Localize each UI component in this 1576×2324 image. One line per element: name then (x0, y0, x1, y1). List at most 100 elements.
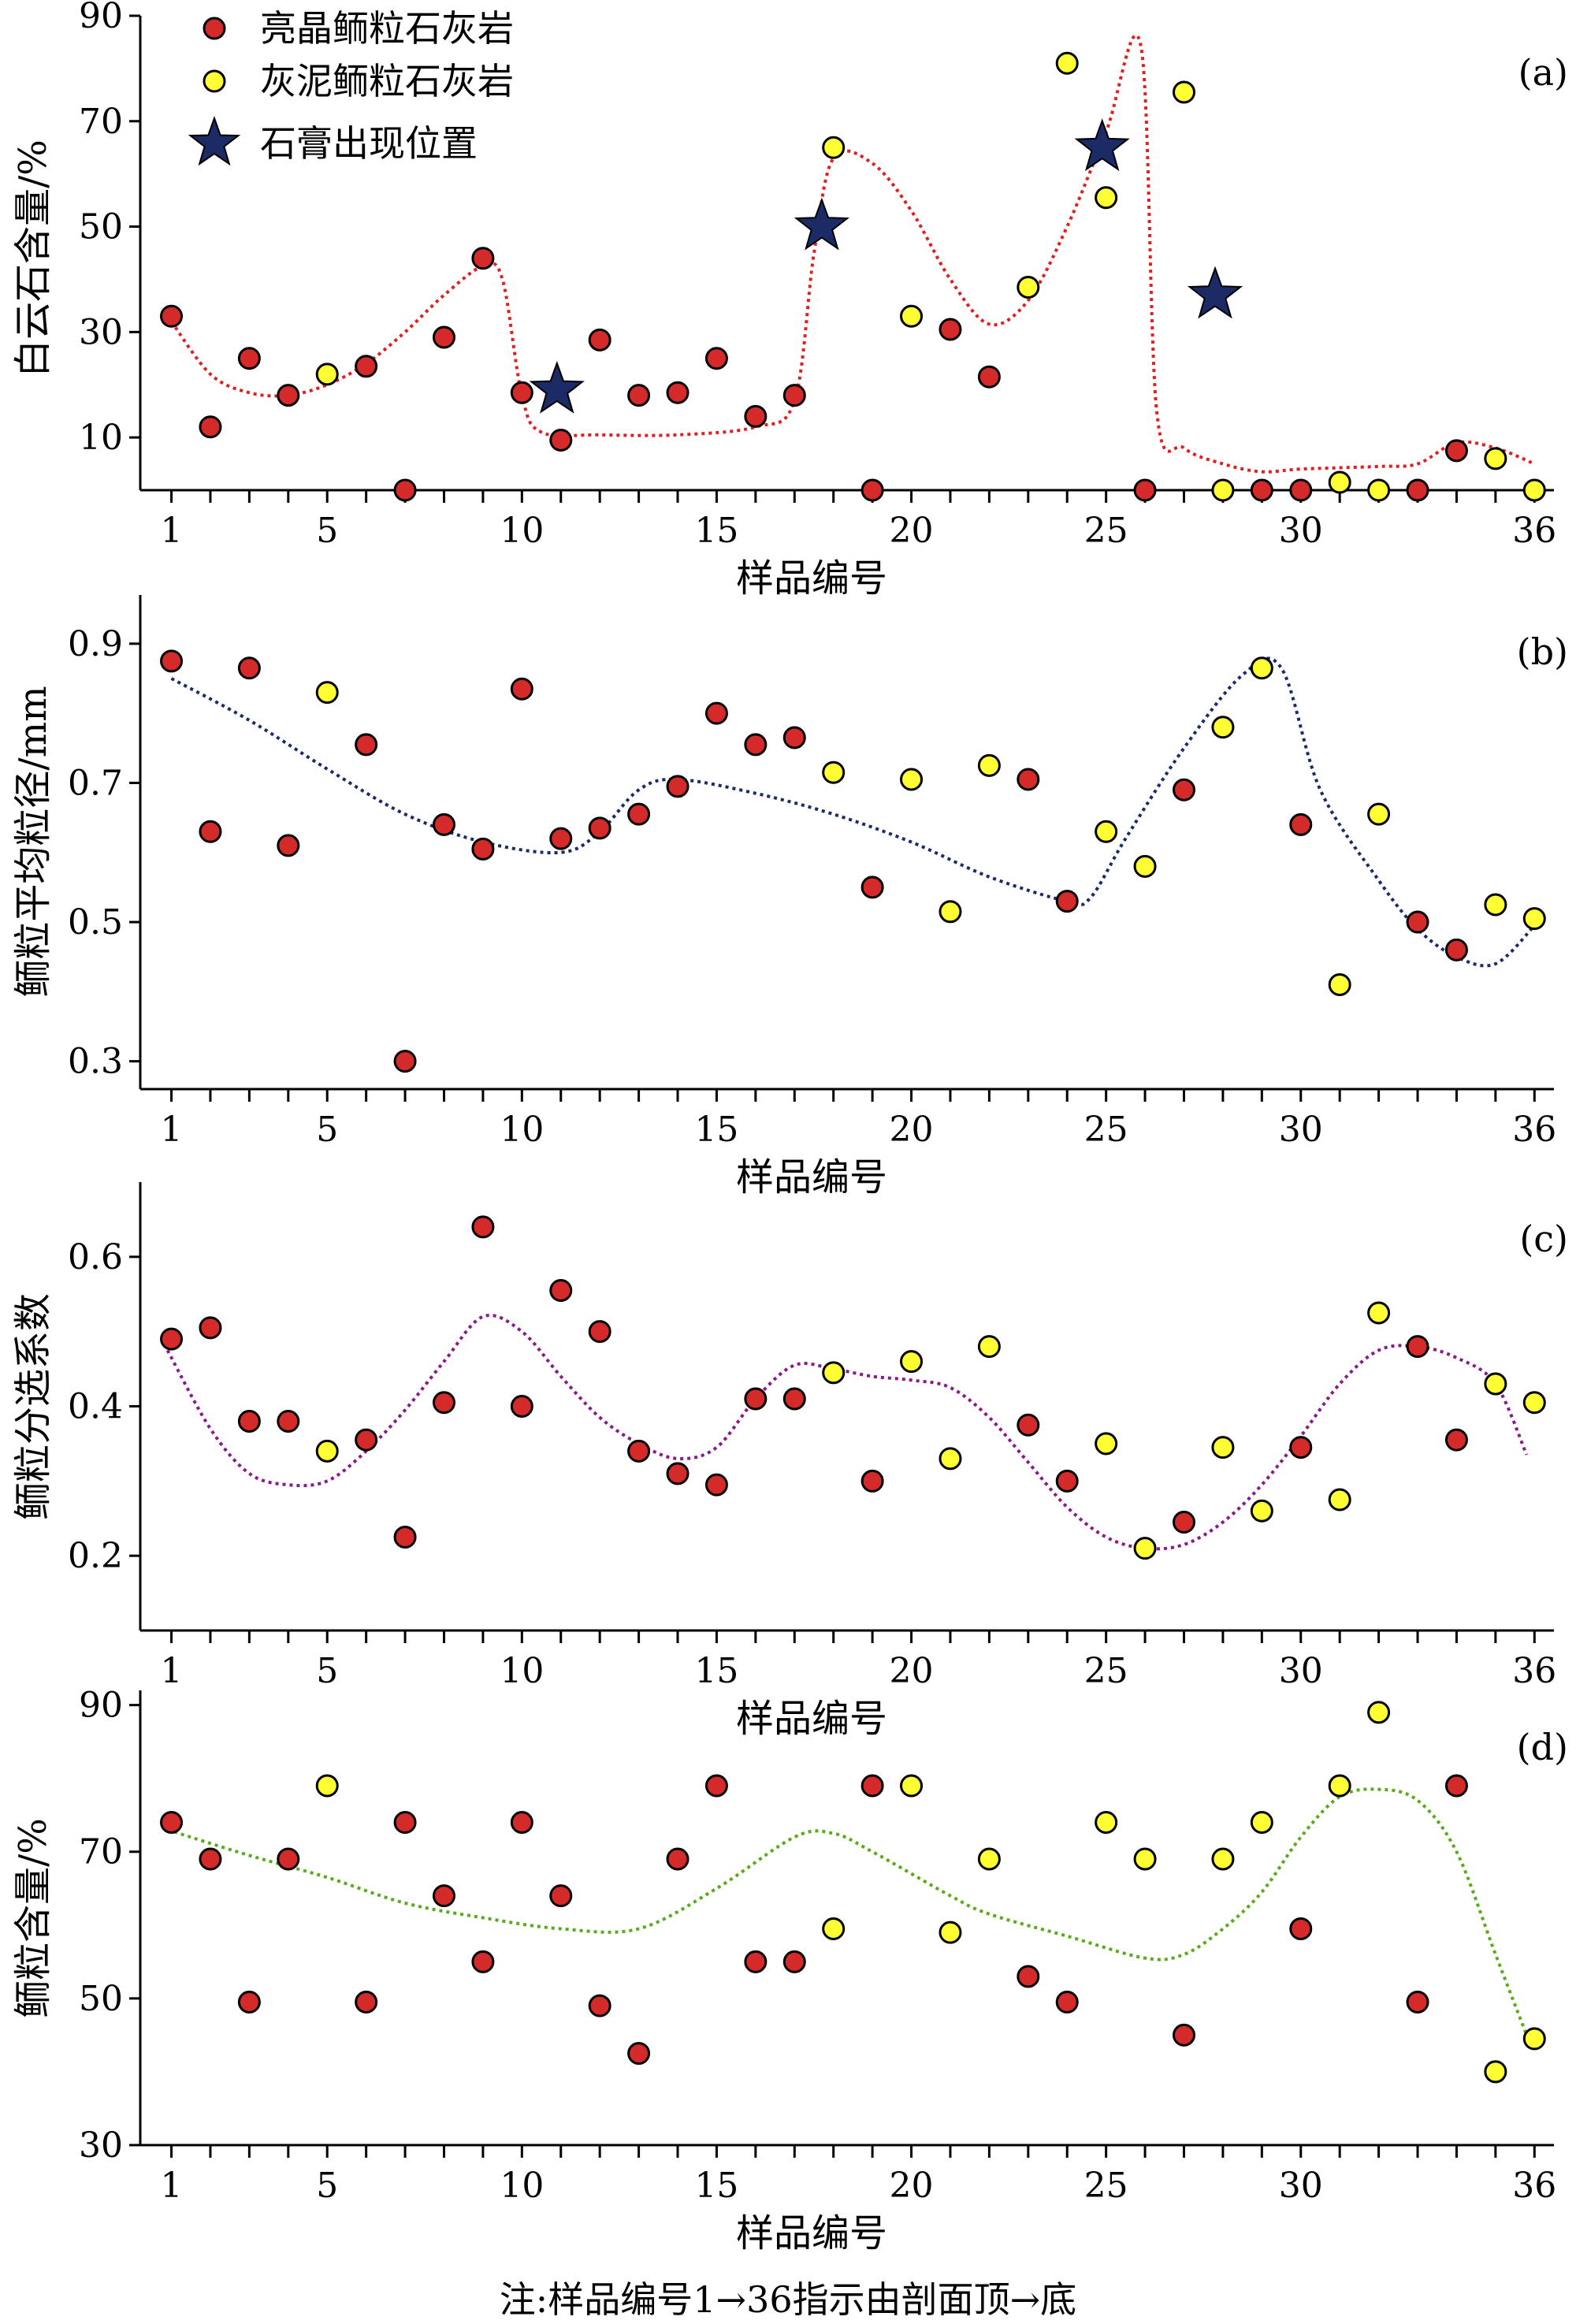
spar-oolite-point (510, 1395, 533, 1418)
y-tick-label: 90 (79, 1686, 123, 1726)
spar-oolite-point (237, 1409, 261, 1433)
micrite-oolite-point (1328, 973, 1351, 997)
spar-oolite-point (549, 1279, 573, 1303)
x-tick-label: 36 (1512, 1651, 1556, 1691)
spar-oolite-point (1055, 1991, 1079, 2014)
x-axis-label: 样品编号 (736, 1697, 887, 1741)
panel-label: (b) (1517, 630, 1568, 673)
spar-oolite-point (704, 347, 728, 370)
spar-oolite-point (782, 384, 806, 407)
spar-oolite-point (704, 1774, 728, 1798)
x-tick-label: 5 (316, 1651, 338, 1691)
micrite-oolite-point (1328, 1774, 1351, 1798)
x-tick-label: 25 (1084, 2166, 1128, 2206)
micrite-oolite-point (1133, 854, 1157, 878)
x-tick-label: 10 (500, 1110, 544, 1150)
spar-oolite-point (1444, 938, 1468, 961)
x-tick-label: 1 (161, 2166, 183, 2206)
legend-label: 石膏出现位置 (260, 122, 478, 165)
trend-line (166, 1787, 1529, 2036)
legend-circle-icon (203, 17, 226, 40)
footnote: 注:样品编号1→36指示由剖面顶→底 (500, 2278, 1076, 2321)
spar-oolite-point (237, 1991, 261, 2014)
y-tick-label: 10 (79, 418, 123, 458)
spar-oolite-point (1289, 1917, 1313, 1940)
y-axis-label: 鲕粒平均粒径/mm (11, 686, 55, 997)
y-axis-label: 白云石含量/% (11, 139, 55, 377)
x-tick-label: 30 (1279, 1651, 1323, 1691)
legend-circle-icon (203, 69, 226, 93)
micrite-oolite-point (900, 1350, 924, 1374)
spar-oolite-point (977, 365, 1001, 389)
x-tick-label: 5 (316, 1110, 338, 1150)
series-2 (315, 1701, 1546, 2084)
spar-oolite-point (860, 876, 884, 899)
panel-label: (c) (1519, 1218, 1568, 1260)
spar-oolite-point (1444, 439, 1468, 463)
spar-oolite-point (199, 820, 222, 843)
spar-oolite-point (160, 649, 184, 673)
x-tick-label: 1 (161, 1110, 183, 1150)
legend-label: 亮晶鲕粒石灰岩 (260, 7, 514, 50)
y-tick-label: 0.9 (68, 624, 123, 664)
chart-panel-b: 0.30.50.70.91 5 10 15 20 25 30 36样品编号鲕粒平均粒径/mm(… (11, 595, 1568, 1199)
spar-oolite-point (471, 1215, 495, 1239)
spar-oolite-point (782, 726, 806, 749)
x-tick-label: 25 (1084, 511, 1128, 551)
spar-oolite-point (199, 1316, 222, 1340)
micrite-oolite-point (900, 768, 924, 791)
spar-oolite-point (393, 1811, 417, 1835)
spar-oolite-point (393, 1050, 417, 1073)
micrite-oolite-point (1095, 1811, 1118, 1835)
series-2 (315, 656, 1546, 997)
micrite-oolite-point (1211, 1847, 1235, 1871)
y-tick-label: 0.4 (68, 1387, 123, 1427)
micrite-oolite-point (939, 1921, 962, 1944)
y-tick-label: 70 (79, 102, 123, 142)
micrite-oolite-point (1133, 1847, 1157, 1871)
spar-oolite-point (1406, 1991, 1429, 2014)
spar-oolite-point (277, 384, 300, 407)
legend-item-3: 石膏出现位置 (188, 115, 478, 166)
spar-oolite-point (588, 816, 611, 840)
spar-oolite-point (237, 347, 261, 370)
spar-oolite-point (355, 1428, 378, 1452)
spar-oolite-point (1017, 1965, 1040, 1988)
spar-oolite-point (432, 325, 455, 349)
spar-oolite-point (1017, 1413, 1040, 1437)
spar-oolite-point (744, 404, 768, 428)
spar-oolite-point (1055, 1469, 1079, 1493)
spar-oolite-point (1289, 478, 1313, 502)
micrite-oolite-point (1211, 1436, 1235, 1459)
micrite-oolite-point (315, 1439, 339, 1463)
x-tick-label: 15 (694, 2166, 738, 2206)
gypsum-star-point (1187, 266, 1243, 319)
series-2 (315, 1301, 1546, 1560)
spar-oolite-point (277, 1409, 300, 1433)
x-tick-label: 10 (500, 1651, 544, 1691)
spar-oolite-point (627, 384, 651, 407)
x-tick-label: 5 (316, 2166, 338, 2206)
micrite-oolite-point (822, 136, 846, 159)
spar-oolite-point (860, 1774, 884, 1798)
micrite-oolite-point (822, 1361, 846, 1385)
spar-oolite-point (1406, 910, 1429, 934)
spar-oolite-point (393, 1525, 417, 1549)
micrite-oolite-point (315, 681, 339, 705)
micrite-oolite-point (1522, 2027, 1546, 2051)
micrite-oolite-point (315, 363, 339, 386)
spar-oolite-point (237, 656, 261, 680)
micrite-oolite-point (1328, 1488, 1351, 1512)
spar-oolite-point (510, 1811, 533, 1835)
spar-oolite-point (471, 1950, 495, 1973)
spar-oolite-point (860, 478, 884, 502)
micrite-oolite-point (1250, 656, 1273, 680)
panel-label: (d) (1517, 1726, 1568, 1768)
micrite-oolite-point (1095, 186, 1118, 210)
spar-oolite-point (1289, 812, 1313, 836)
micrite-oolite-point (1250, 1499, 1273, 1523)
